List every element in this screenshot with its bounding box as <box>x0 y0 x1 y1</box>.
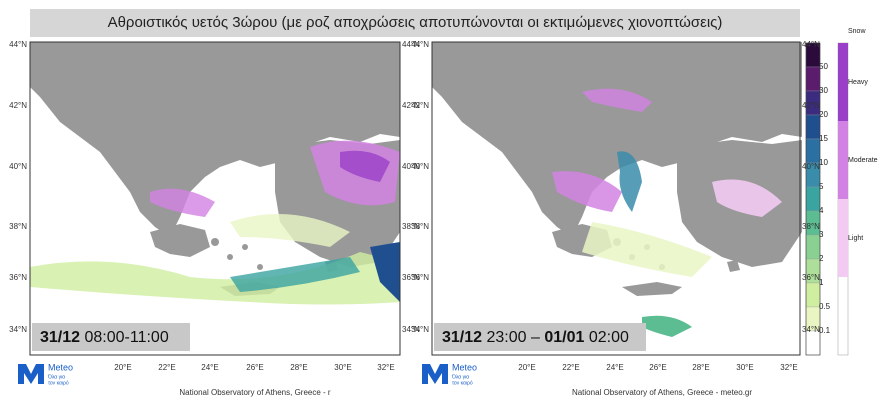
snow-label: Heavy <box>848 79 868 86</box>
lat-label: 44°N <box>9 40 27 49</box>
map-right <box>431 41 802 356</box>
title: Αθροιστικός υετός 3ώρου (με ροζ αποχρώσε… <box>108 14 723 31</box>
scale-label: 5 <box>819 182 824 191</box>
scale-label: 10 <box>819 158 828 167</box>
date-part: 02:00 <box>584 329 629 346</box>
logo-name: Meteo <box>452 362 477 372</box>
lon-label: 26°E <box>246 363 263 372</box>
snow-title: Snow <box>848 28 866 35</box>
lon-label: 32°E <box>780 363 797 372</box>
date-part: 23:00 – <box>482 329 544 346</box>
color-cell <box>805 66 821 92</box>
lon-label: 30°E <box>334 363 351 372</box>
scale-label: 50 <box>819 62 828 71</box>
lon-label: 30°E <box>736 363 753 372</box>
date-part: 01/01 <box>544 329 584 346</box>
date-part: 08:00-11:00 <box>80 329 169 346</box>
lat-label: 38°N <box>9 222 27 231</box>
color-cell <box>838 43 848 121</box>
logo-tagline: τον καιρό <box>48 379 69 386</box>
lat-label: 34°N <box>9 325 27 334</box>
lat-label: 40°N <box>802 162 820 171</box>
lat-label: 44°N <box>411 40 429 49</box>
scale-label: 3 <box>819 230 824 239</box>
scale-label: 0.1 <box>819 326 831 335</box>
logo-tagline: Όλα για <box>451 374 469 380</box>
date-label: 31/12 23:00 – 01/01 02:00 <box>442 329 629 346</box>
date-box <box>434 323 646 351</box>
lat-label: 40°N <box>9 162 27 171</box>
lat-label: 38°N <box>402 222 420 231</box>
scale-label: 30 <box>819 86 828 95</box>
color-cell <box>805 138 821 164</box>
lat-label: 44°N <box>402 40 420 49</box>
lat-label: 34°N <box>802 325 820 334</box>
lat-label: 36°N <box>411 273 429 282</box>
lat-label: 34°N <box>402 325 420 334</box>
frame <box>805 42 821 356</box>
color-cell <box>805 330 821 356</box>
lon-label: 28°E <box>290 363 307 372</box>
date-part: 31/12 <box>40 329 80 346</box>
logo-name: Meteo <box>48 362 73 372</box>
title-bar <box>30 9 800 37</box>
color-cell <box>805 234 821 260</box>
lat-label: 44°N <box>802 40 820 49</box>
lon-label: 26°E <box>649 363 666 372</box>
scale-label: 4 <box>819 206 824 215</box>
lon-label: 20°E <box>518 363 535 372</box>
lon-label: 22°E <box>562 363 579 372</box>
lon-label: 32°E <box>377 363 394 372</box>
logo-tagline: τον καιρό <box>452 379 473 386</box>
lon-label: 24°E <box>606 363 623 372</box>
scale-label: 20 <box>819 110 828 119</box>
date-part: 31/12 <box>442 329 482 346</box>
lat-label: 36°N <box>9 273 27 282</box>
date-label: 31/12 08:00-11:00 <box>40 329 169 346</box>
scale-label: 15 <box>819 134 828 143</box>
lat-label: 38°N <box>411 222 429 231</box>
lat-label: 40°N <box>411 162 429 171</box>
lat-label: 42°N <box>802 101 820 110</box>
color-cell <box>805 186 821 212</box>
lat-label: 36°N <box>802 273 820 282</box>
lat-label: 42°N <box>9 101 27 110</box>
color-cell <box>805 282 821 308</box>
scale-label: 1 <box>819 278 824 287</box>
color-cell <box>805 114 821 140</box>
snow-colorbar: Snow Heavy Moderate Light <box>837 28 878 356</box>
lon-label: 20°E <box>114 363 131 372</box>
lat-label: 42°N <box>411 101 429 110</box>
snow-label: Moderate <box>848 157 878 164</box>
color-cell <box>838 199 848 277</box>
lon-label: 24°E <box>201 363 218 372</box>
logo-mark <box>422 364 448 384</box>
snow-label: Light <box>848 235 863 242</box>
lat-label: 42°N <box>402 101 420 110</box>
map-left <box>29 41 401 356</box>
footer: National Observatory of Athens, Greece -… <box>179 388 331 397</box>
lat-label: 38°N <box>802 222 820 231</box>
lat-label: 34°N <box>411 325 429 334</box>
lon-label: 22°E <box>158 363 175 372</box>
rain-colorbar: 50 30 20 15 10 5 4 3 2 1 0.5 0.1 <box>805 42 831 356</box>
logo-tagline: Όλα για <box>47 374 65 380</box>
scale-label: 2 <box>819 254 824 263</box>
lon-label: 28°E <box>692 363 709 372</box>
logo-mark <box>18 364 44 384</box>
color-cell <box>838 121 848 199</box>
lat-label: 36°N <box>402 273 420 282</box>
lat-label: 40°N <box>402 162 420 171</box>
date-box <box>32 323 190 351</box>
footer: National Observatory of Athens, Greece -… <box>572 388 752 397</box>
scale-label: 0.5 <box>819 302 831 311</box>
